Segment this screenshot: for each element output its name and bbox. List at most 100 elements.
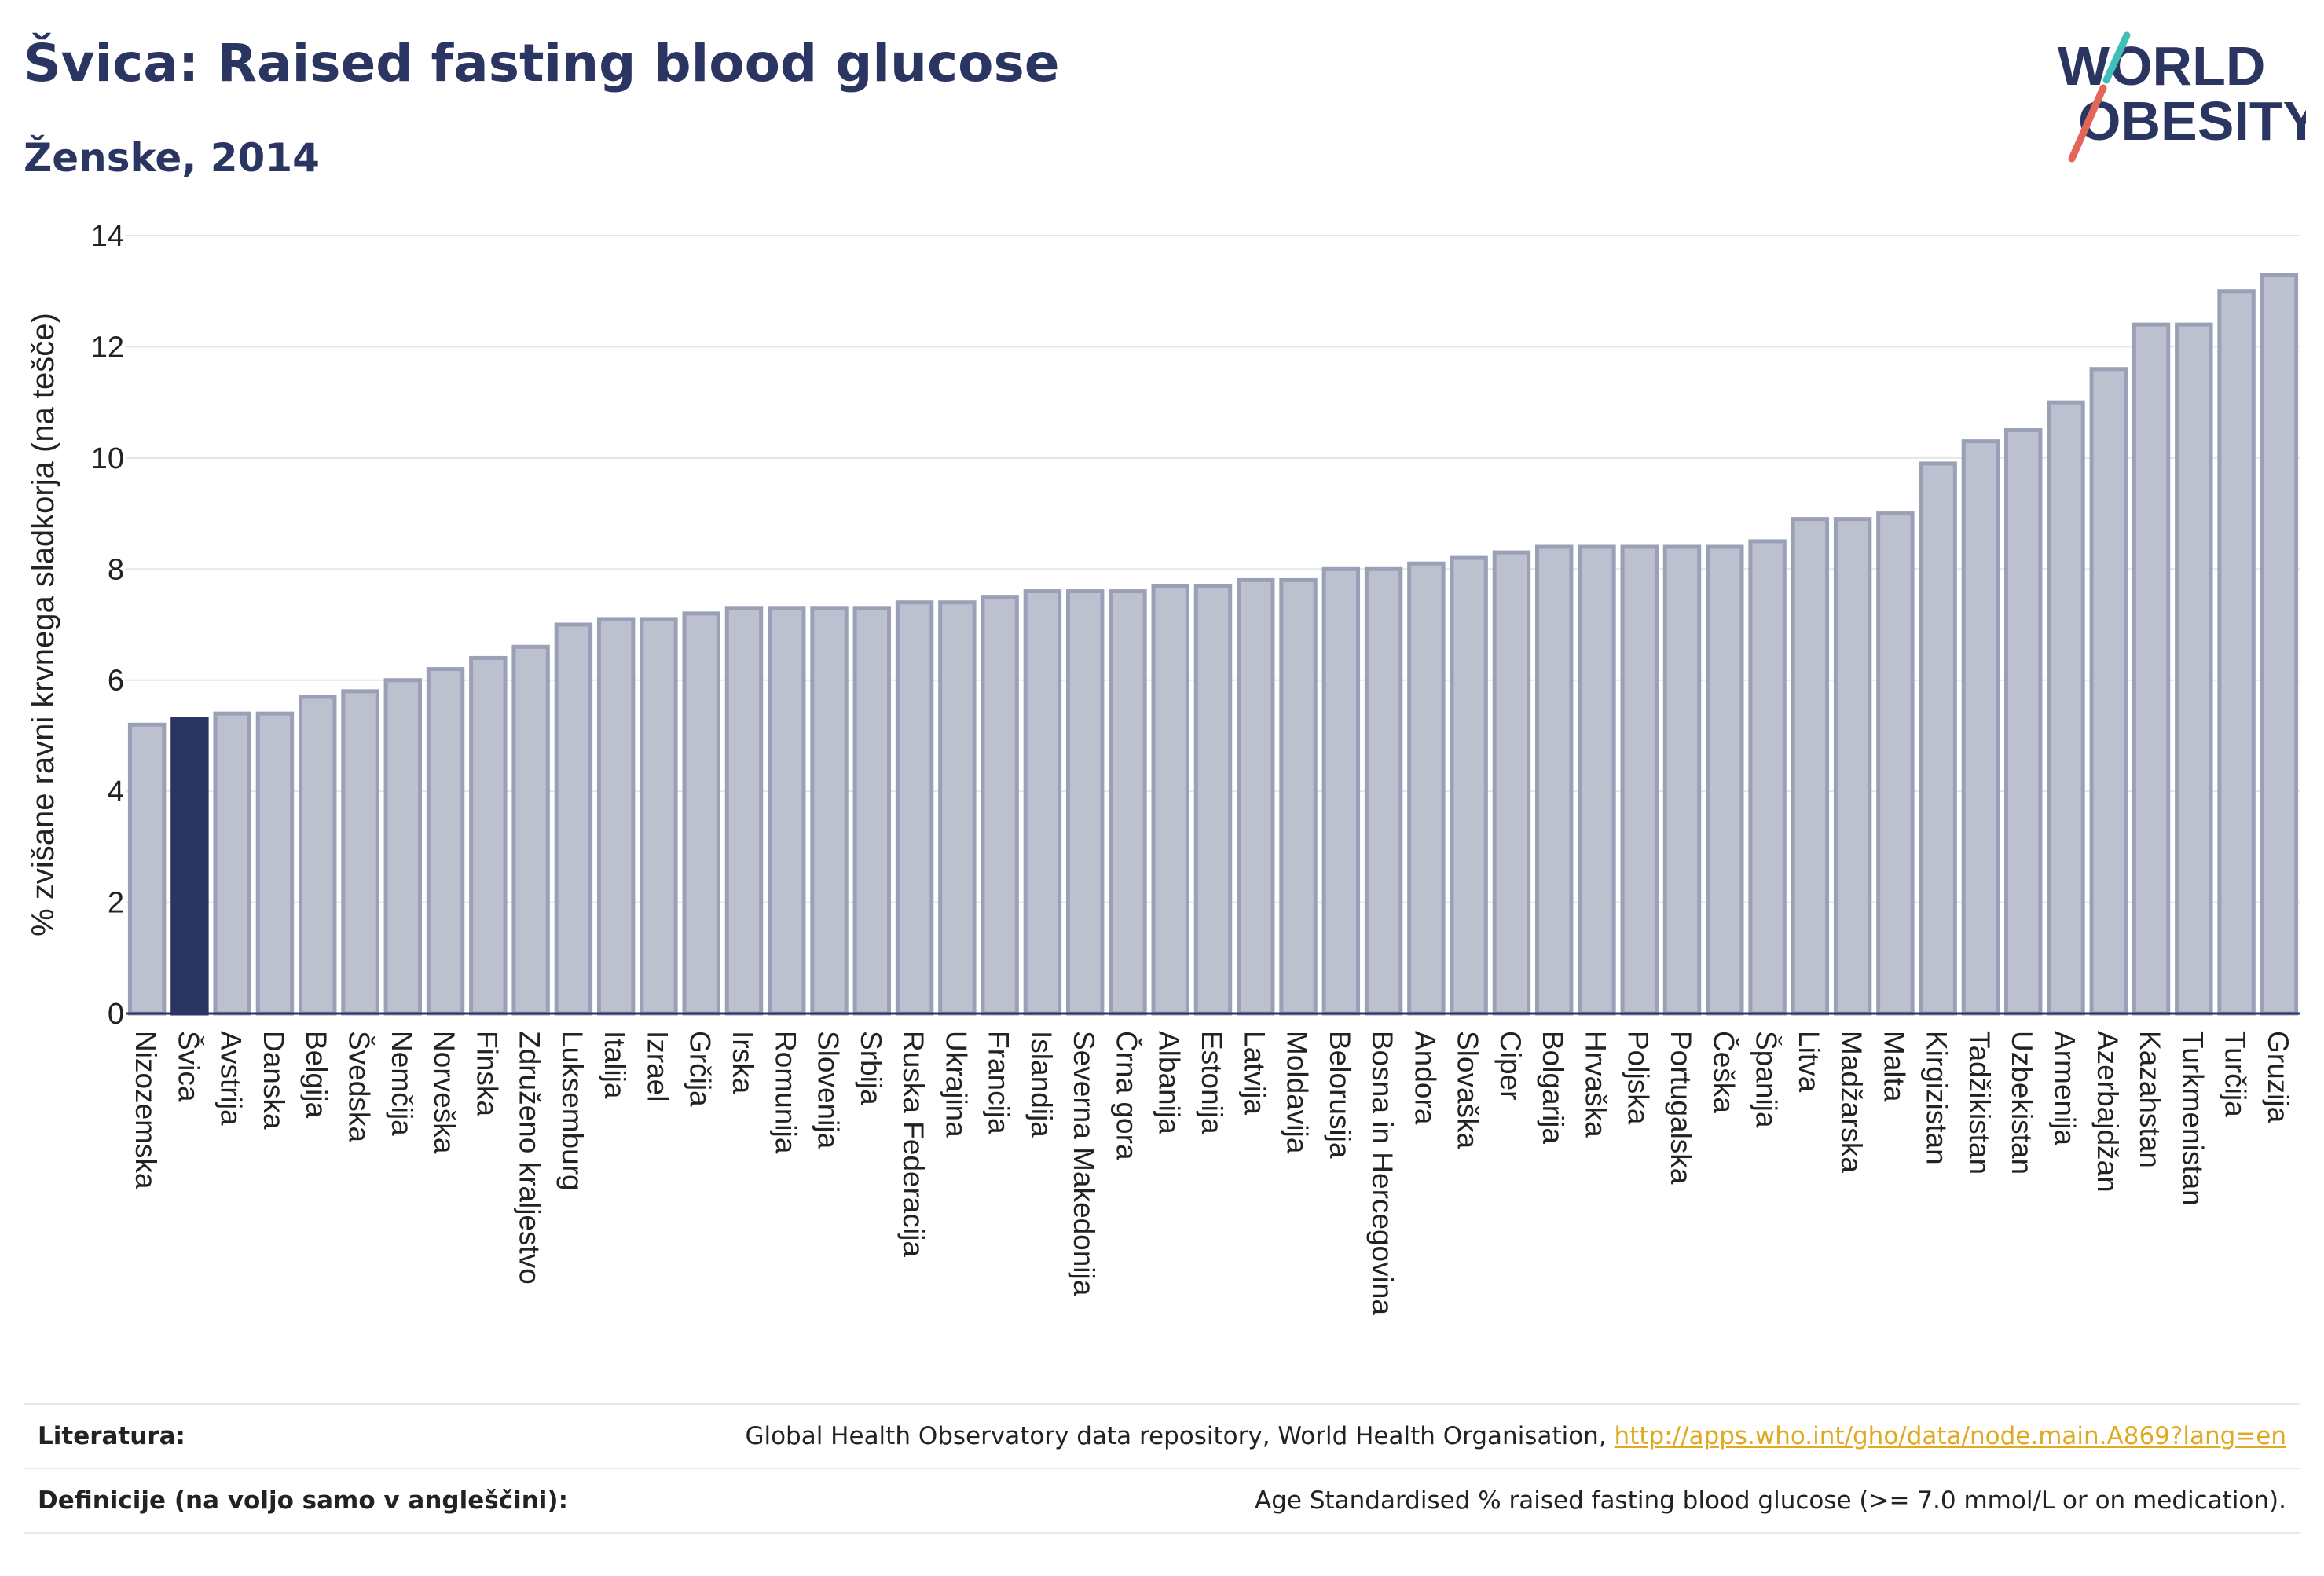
x-tick-label: Severna Makedonija [1068, 1031, 1100, 1296]
references-row: Literatura: Global Health Observatory da… [24, 1403, 2300, 1468]
bar [1151, 584, 1189, 1016]
x-tick-label: Danska [258, 1031, 290, 1130]
x-tick-label: Bolgarija [1537, 1031, 1569, 1144]
y-tick-label: 4 [108, 775, 124, 808]
bar [1193, 584, 1233, 1016]
x-tick-label: Gruzija [2262, 1031, 2294, 1123]
bar [2004, 428, 2043, 1016]
x-tick-label: Uzbekistan [2006, 1031, 2038, 1175]
bar-highlighted [170, 717, 209, 1016]
x-tick-label: Francija [983, 1031, 1015, 1134]
bar [1492, 550, 1531, 1016]
bar [981, 595, 1019, 1016]
footer-divider [24, 1532, 2300, 1534]
x-tick-label: Slovenija [812, 1031, 845, 1149]
bar [596, 617, 636, 1016]
x-tick-label: Finska [471, 1031, 503, 1116]
x-tick-label: Črna gora [1110, 1031, 1142, 1160]
x-tick-label: Švica [172, 1031, 204, 1102]
bar [1407, 561, 1446, 1016]
x-tick-label: Italija [599, 1031, 631, 1099]
bar [852, 606, 892, 1016]
x-tick-label: Madžarska [1835, 1031, 1868, 1173]
y-tick-label: 0 [108, 998, 124, 1031]
x-tick-label: Malta [1878, 1031, 1910, 1102]
definitions-label: Definicije (na voljo samo v angleščini): [38, 1486, 568, 1515]
bar [1791, 517, 1830, 1016]
x-tick-label: Andora [1409, 1031, 1441, 1125]
x-tick-label: Avstrija [215, 1031, 247, 1126]
bar [768, 606, 806, 1016]
bar [1919, 461, 1957, 1016]
x-tick-label: Srbija [855, 1031, 887, 1105]
x-tick-label: Estonija [1196, 1031, 1228, 1134]
references-link[interactable]: http://apps.who.int/gho/data/node.main.A… [1614, 1422, 2286, 1450]
bar-chart: 0 2 4 6 8 10 12 14 Nizozemska Švica Avstrija Dansk… [26, 220, 2300, 1315]
x-tick-label: Tadžikistan [1963, 1031, 1996, 1175]
bar [1534, 544, 1574, 1016]
bar [1961, 439, 2000, 1016]
bars [127, 273, 2299, 1016]
x-tick-label: Bosna in Hercegovina [1366, 1031, 1398, 1315]
bar [2217, 289, 2256, 1016]
bar [1662, 544, 1702, 1016]
chart-subtitle: Ženske, 2014 [24, 135, 320, 181]
x-tick-label: Ciper [1494, 1031, 1527, 1100]
x-tick-label: Poljska [1622, 1031, 1655, 1125]
bar [1109, 589, 1147, 1016]
bar [682, 611, 720, 1016]
logo-text-world: WORLD [2058, 35, 2265, 97]
bar [1279, 577, 1318, 1016]
y-tick-label: 14 [91, 220, 124, 253]
logo-text-obesity: OBESITY [2078, 90, 2306, 152]
y-tick-label: 10 [91, 442, 124, 475]
bar [383, 678, 422, 1016]
x-tick-label: Portugalska [1665, 1031, 1697, 1185]
bar [1023, 589, 1062, 1016]
bar [2132, 322, 2171, 1016]
x-tick-label: Albanija [1153, 1031, 1186, 1134]
x-tick-label: Belgija [300, 1031, 332, 1118]
bar [255, 711, 295, 1016]
x-tick-label: Slovaška [1452, 1031, 1484, 1149]
x-tick-label: Irska [727, 1031, 759, 1094]
bar [640, 617, 678, 1016]
x-tick-label: Ruska Federacija [897, 1031, 929, 1257]
x-tick-label: Švedska [343, 1031, 376, 1142]
bar [341, 689, 379, 1016]
bar [724, 606, 764, 1016]
x-tick-label: Romunija [769, 1031, 801, 1154]
bar [1876, 511, 1915, 1016]
bar [2089, 367, 2128, 1016]
x-tick-label: Španija [1750, 1031, 1783, 1128]
x-tick-label: Češka [1707, 1031, 1739, 1113]
definitions-value: Age Standardised % raised fasting blood … [1255, 1486, 2286, 1515]
y-tick-label: 8 [108, 553, 124, 586]
definitions-row: Definicije (na voljo samo v angleščini):… [24, 1468, 2300, 1532]
bar [554, 622, 593, 1016]
bar [299, 695, 337, 1016]
bar [1065, 589, 1105, 1016]
x-tick-label: Turčija [2220, 1031, 2252, 1117]
bar [1706, 544, 1744, 1016]
x-tick-label: Grčija [684, 1031, 717, 1107]
references-label: Literatura: [38, 1422, 185, 1450]
x-tick-label: Islandija [1025, 1031, 1058, 1138]
references-text: Global Health Observatory data repositor… [745, 1422, 1615, 1450]
bar [1237, 577, 1275, 1016]
world-obesity-logo: WORLD OBESITY [2058, 31, 2306, 163]
x-tick-label: Izrael [641, 1031, 673, 1101]
logo-slash-red-icon [2068, 84, 2107, 163]
bar [895, 600, 934, 1016]
x-tick-labels: Nizozemska Švica Avstrija Danska Belgija Šved… [130, 1031, 2294, 1315]
x-tick-label: Moldavija [1281, 1031, 1314, 1154]
references-value: Global Health Observatory data repositor… [745, 1422, 2286, 1450]
x-tick-label: Azerbajdžan [2091, 1031, 2124, 1193]
x-tick-label: Luksemburg [556, 1031, 588, 1191]
bar [511, 644, 550, 1016]
bar [1620, 544, 1659, 1016]
x-tick-label: Nizozemska [130, 1031, 162, 1189]
x-tick-label: Belorusija [1324, 1031, 1356, 1159]
y-axis-label: % zvišane ravni krvnega sladkorja (na te… [26, 313, 60, 936]
bar [1450, 555, 1488, 1016]
